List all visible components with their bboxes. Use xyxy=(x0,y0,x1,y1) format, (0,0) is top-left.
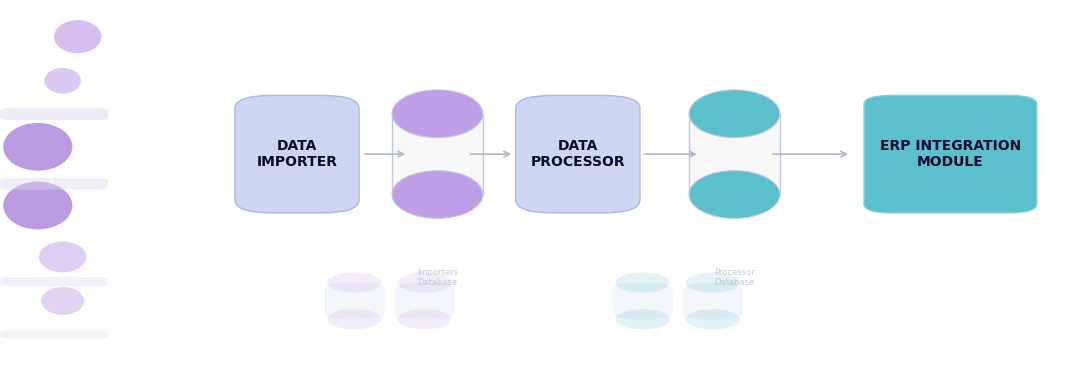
Text: Processor
Database: Processor Database xyxy=(714,268,755,287)
Bar xyxy=(689,114,780,195)
FancyBboxPatch shape xyxy=(683,283,743,319)
Ellipse shape xyxy=(44,68,81,94)
FancyBboxPatch shape xyxy=(0,277,108,286)
Ellipse shape xyxy=(616,309,670,330)
Ellipse shape xyxy=(686,309,740,330)
FancyBboxPatch shape xyxy=(0,108,108,120)
FancyBboxPatch shape xyxy=(0,178,108,190)
Bar xyxy=(392,114,483,195)
Ellipse shape xyxy=(3,182,72,229)
Ellipse shape xyxy=(3,123,72,171)
Ellipse shape xyxy=(397,273,451,293)
Ellipse shape xyxy=(392,171,483,218)
Text: ERP INTEGRATION
MODULE: ERP INTEGRATION MODULE xyxy=(880,139,1021,169)
Ellipse shape xyxy=(689,171,780,218)
FancyBboxPatch shape xyxy=(235,95,359,213)
FancyBboxPatch shape xyxy=(324,283,384,319)
Ellipse shape xyxy=(54,20,102,53)
Text: DATA
IMPORTER: DATA IMPORTER xyxy=(257,139,337,169)
Ellipse shape xyxy=(327,273,381,293)
Ellipse shape xyxy=(689,90,780,138)
FancyBboxPatch shape xyxy=(0,330,108,338)
FancyBboxPatch shape xyxy=(612,283,673,319)
Ellipse shape xyxy=(397,309,451,330)
Ellipse shape xyxy=(41,287,84,315)
Text: DATA
PROCESSOR: DATA PROCESSOR xyxy=(530,139,625,169)
Ellipse shape xyxy=(327,309,381,330)
Text: Importers
Database: Importers Database xyxy=(417,268,458,287)
Ellipse shape xyxy=(39,241,86,272)
FancyBboxPatch shape xyxy=(864,95,1037,213)
Ellipse shape xyxy=(392,90,483,138)
Ellipse shape xyxy=(616,273,670,293)
FancyBboxPatch shape xyxy=(394,283,455,319)
Ellipse shape xyxy=(686,273,740,293)
FancyBboxPatch shape xyxy=(516,95,639,213)
